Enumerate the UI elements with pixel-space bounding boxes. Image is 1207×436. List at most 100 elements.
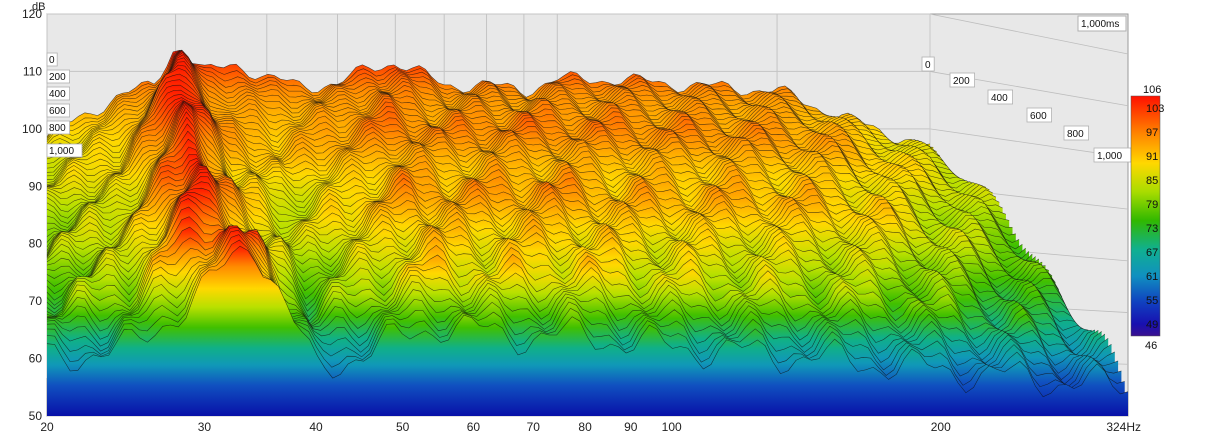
x-tick-label: 100 (662, 420, 682, 434)
waterfall-slice-outline (46, 245, 1129, 398)
colorbar-tick-label: 85 (1146, 175, 1158, 187)
waterfall-slice-outline (46, 229, 1119, 385)
waterfall-slice-outline (46, 52, 954, 175)
time-label-left: 0 (49, 55, 55, 66)
waterfall-slice-outline (46, 104, 1016, 236)
waterfall-slice-outline (46, 123, 1030, 259)
colorbar-tick-label: 79 (1146, 199, 1158, 211)
time-label-right: 400 (991, 93, 1008, 104)
waterfall-slice-outline (46, 107, 1020, 243)
waterfall-slice-outline (46, 130, 1033, 262)
time-label-left: 1,000 (49, 146, 74, 157)
colorbar-min-label: 46 (1145, 340, 1157, 352)
time-label-right: 600 (1030, 111, 1047, 122)
colorbar-tick-label: 55 (1146, 295, 1158, 307)
waterfall-slice-outline (46, 181, 1076, 324)
time-labels-right: 0 200 400 600 800 1,000 (921, 56, 1132, 163)
colorbar-tick-label: 67 (1146, 247, 1158, 259)
y-tick-label: 90 (29, 179, 43, 193)
colorbar-gradient (1130, 95, 1161, 337)
waterfall-slice-outline (46, 176, 1073, 319)
time-labels-left: 0 200 400 600 800 1,000 (46, 52, 83, 158)
x-tick-label: 20 (40, 420, 54, 434)
time-label-left: 800 (49, 123, 66, 134)
colorbar-tick-label: 49 (1146, 319, 1158, 331)
waterfall-slice-outline (46, 225, 1112, 374)
waterfall-slice-outline (46, 50, 934, 148)
time-label-box (46, 143, 83, 158)
waterfall-slice-outline (46, 198, 1089, 339)
waterfall-slice-outline (46, 67, 970, 185)
time-label-box (46, 103, 71, 118)
waterfall-slice-outline (46, 216, 1096, 352)
waterfall-slice-outline (46, 102, 1013, 228)
x-tick-label: 50 (396, 420, 410, 434)
time-label-box (921, 56, 935, 72)
waterfall-slice-outline (46, 225, 1109, 366)
depth-line (929, 13, 1129, 55)
x-tick-label: 80 (578, 420, 592, 434)
y-tick-label: 100 (22, 122, 42, 136)
waterfall-slice-outline (46, 226, 1106, 360)
y-tick-label: 50 (29, 409, 43, 423)
colorbar-tick-label: 91 (1146, 151, 1158, 163)
x-tick-labels: 20 30 40 50 60 70 80 90 100 200 324Hz (40, 420, 1141, 434)
waterfall-slice-outline (46, 227, 1102, 358)
time-label-box (46, 120, 71, 135)
colorbar-max-label: 106 (1143, 84, 1161, 96)
colorbar-tick-label: 73 (1146, 223, 1158, 235)
time-label-right: 1,000 (1097, 151, 1122, 162)
time-max-label-box: 1,000ms (1077, 15, 1127, 32)
time-label-left: 200 (49, 72, 66, 83)
waterfall-slice-outline (46, 50, 951, 171)
waterfall-slice-outline (46, 111, 1023, 250)
time-label-box (949, 72, 976, 88)
time-max-label: 1,000ms (1081, 19, 1119, 30)
waterfall-slice-outline (46, 171, 1069, 312)
y-tick-label: 80 (29, 237, 43, 251)
x-tick-label: 90 (624, 420, 638, 434)
colorbar-tick-label: 97 (1146, 127, 1158, 139)
x-tick-label: 324Hz (1106, 420, 1141, 434)
time-label-box (1026, 107, 1053, 123)
x-tick-label: 40 (309, 420, 323, 434)
time-label-left: 400 (49, 89, 66, 100)
waterfall-slice-outline (46, 206, 1092, 346)
waterfall-slice-outline (46, 226, 1099, 356)
waterfall-slice-outline (46, 168, 1066, 305)
waterfall-slice-outline (46, 116, 1026, 255)
colorbar-tick-label: 103 (1146, 103, 1164, 115)
waterfall-slice-outline (46, 101, 1006, 215)
waterfall-slices (46, 49, 1129, 416)
y-unit-label: dB (32, 1, 45, 13)
waterfall-slice (47, 246, 1128, 416)
time-label-box (46, 86, 71, 101)
waterfall-slice-outline (46, 61, 964, 183)
x-tick-label: 200 (931, 420, 951, 434)
waterfall-slice-outline (46, 165, 1059, 290)
waterfall-slice-outline (46, 49, 947, 166)
time-label-box (46, 69, 71, 84)
time-label-right: 800 (1067, 129, 1084, 140)
y-tick-label: 120 (22, 7, 42, 21)
waterfall-slice-outline (46, 101, 1010, 221)
waterfall-slice-outline (46, 226, 1115, 380)
colorbar: 106 46 103 97 91 85 79 73 67 61 55 49 (1130, 84, 1164, 352)
waterfall-slice-outline (46, 49, 941, 157)
y-tick-labels: 120 110 100 90 80 70 60 50 (22, 7, 42, 423)
waterfall-slice-outline (46, 234, 1122, 388)
x-tick-label: 70 (527, 420, 541, 434)
waterfall-slice-outline (46, 101, 1003, 209)
y-tick-label: 70 (29, 294, 43, 308)
time-label-left: 600 (49, 106, 66, 117)
time-label-right: 0 (925, 60, 931, 71)
x-tick-label: 30 (198, 420, 212, 434)
waterfall-slice-outline (46, 187, 1079, 327)
waterfall-slice-outline (46, 64, 967, 185)
colorbar-tick-labels: 103 97 91 85 79 73 67 61 55 49 (1146, 103, 1164, 331)
time-label-box (987, 89, 1014, 105)
time-label-box (46, 52, 58, 67)
y-tick-label: 60 (29, 352, 43, 366)
y-tick-label: 110 (23, 64, 42, 78)
